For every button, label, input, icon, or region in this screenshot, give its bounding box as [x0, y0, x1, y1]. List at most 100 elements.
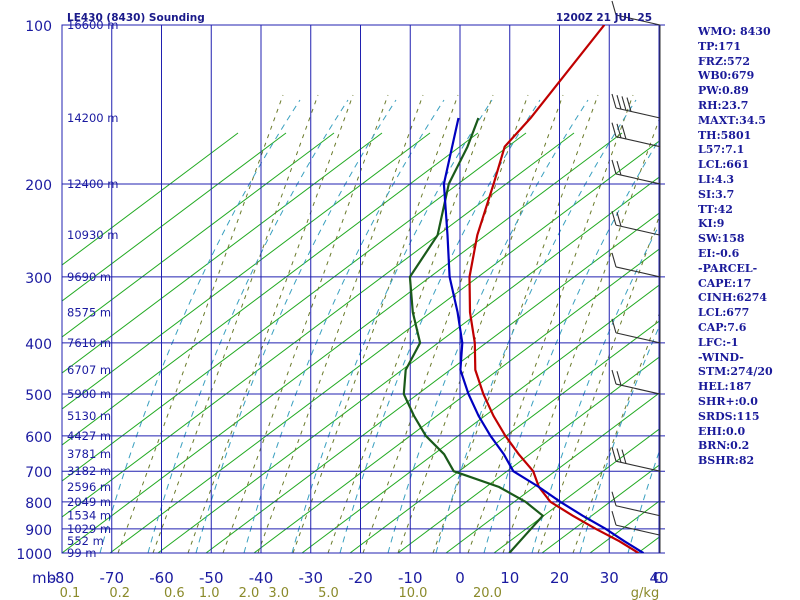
index-item: MAXT:34.5	[698, 113, 766, 127]
mixing-ratio-label: 20.0	[473, 586, 502, 600]
grid-lines	[61, 24, 665, 554]
height-label: 6707 m	[67, 363, 111, 377]
index-item: SW:158	[698, 232, 745, 246]
wind-barb-shaft	[615, 332, 661, 344]
wind-barb-feather	[616, 212, 622, 227]
wind-barb-shaft	[615, 136, 661, 148]
pressure-tick-label: 200	[25, 178, 52, 194]
wind-barb-feather	[616, 160, 622, 176]
moist-adiabat-line	[435, 99, 637, 553]
temperature-tick-label: -80	[50, 569, 75, 587]
wind-barb-shaft	[615, 383, 661, 395]
dry-adiabat-line	[62, 132, 287, 302]
index-item: PW:0.89	[698, 84, 749, 98]
index-item: CAP:7.6	[698, 320, 747, 334]
temperature-tick-label: -40	[249, 569, 274, 587]
wind-barb-feather	[611, 318, 617, 334]
temperature-tick-label: -70	[100, 569, 125, 587]
wind-barb-feather	[626, 97, 632, 112]
temperature-tick-label: -30	[299, 569, 324, 587]
index-item: LFC:-1	[698, 335, 739, 349]
indices-panel: WMO: 8430 TP:171 FRZ:572 WB0:679 PW:0.89 RH:2…	[698, 25, 798, 469]
wind-barb-shaft	[615, 224, 661, 236]
mixing-ratio-label: 0.6	[164, 586, 185, 600]
wind-barb-shaft	[615, 173, 661, 185]
index-item: TT:42	[698, 202, 733, 216]
pressure-tick-label: 500	[25, 388, 52, 404]
wind-barb-feather	[621, 96, 627, 111]
dewpoint-line	[402, 117, 545, 553]
wind-barb-feather	[611, 252, 617, 268]
mixing-ratio-line	[362, 94, 529, 553]
moist-adiabat-line	[243, 99, 445, 553]
mixing-ratio-line	[117, 94, 284, 553]
dry-adiabat-line	[62, 132, 239, 266]
wind-barb-shaft	[615, 107, 661, 119]
height-label: 1029 m	[67, 522, 111, 536]
wind-barb-feather	[611, 369, 617, 385]
index-item: EI:-0.6	[698, 246, 740, 260]
index-item: LI:4.3	[698, 172, 735, 186]
wind-barb-feather	[611, 93, 617, 109]
moist-adiabat-line	[195, 99, 397, 553]
index-item: -PARCEL-	[698, 261, 758, 275]
dry-adiabat-line	[397, 356, 659, 553]
mixing-ratio-label: 0.2	[109, 586, 130, 600]
height-label: 10930 m	[67, 228, 118, 242]
index-item: HEL:187	[698, 380, 752, 394]
index-item: EHI:0.0	[698, 424, 746, 438]
wind-barb-shaft	[615, 460, 661, 472]
mixing-ratio-line	[397, 94, 564, 553]
dry-adiabat-line	[493, 428, 659, 553]
temperature-tick-label: -10	[398, 569, 423, 587]
index-item: -WIND-	[698, 350, 744, 364]
dry-adiabat-line	[62, 132, 335, 338]
index-item: WB0:679	[698, 69, 755, 83]
pressure-tick-label: 600	[25, 430, 52, 446]
wind-barb-shaft	[615, 524, 661, 536]
mixing-ratio-line	[152, 94, 319, 553]
wind-barb-feather	[611, 0, 617, 16]
wind-barb-feather	[616, 371, 622, 386]
wind-barb-feather	[621, 449, 627, 464]
height-label: 16600 m	[67, 18, 118, 32]
moist-adiabat-line	[291, 99, 493, 553]
y-unit-label: mb	[32, 569, 56, 587]
pressure-tick-label: 900	[25, 523, 52, 539]
sounding-time: 1200Z 21 JUL 25	[556, 12, 652, 24]
index-item: RH:23.7	[698, 98, 749, 112]
wind-barb-feather	[616, 95, 622, 110]
wind-barb-feather	[611, 159, 617, 175]
mixing-ratio-label: 2.0	[239, 586, 260, 600]
height-label: 2596 m	[67, 480, 111, 494]
height-label: 14200 m	[67, 111, 118, 125]
temperature-tick-label: 10	[500, 569, 519, 587]
index-item: LCL:677	[698, 306, 750, 320]
index-item: FRZ:572	[698, 54, 751, 68]
index-item: TP:171	[698, 39, 742, 53]
mixing-ratio-label: 10.0	[398, 586, 427, 600]
mixing-ratio-label: 1.0	[199, 586, 220, 600]
x-unit-label: C	[653, 569, 663, 587]
temperature-tick-label: 40	[649, 569, 668, 587]
mixing-ratio-label: 3.0	[268, 586, 289, 600]
temperature-tick-label: 30	[600, 569, 619, 587]
height-label: 99 m	[67, 546, 97, 560]
height-label: 4427 m	[67, 429, 111, 443]
wind-barb-shaft	[615, 14, 661, 26]
index-item: SHR+:0.0	[698, 394, 758, 408]
index-item: L57:7.1	[698, 143, 745, 157]
pressure-tick-label: 1000	[16, 547, 52, 563]
mixing-ratio-label: 0.1	[60, 586, 81, 600]
temperature-tick-label: 20	[550, 569, 569, 587]
moist-adiabat-line	[387, 99, 589, 553]
height-label: 8575 m	[67, 305, 111, 319]
index-item: CAPE:17	[698, 276, 752, 290]
moist-adiabat-line	[579, 325, 659, 553]
height-label: 3781 m	[67, 447, 111, 461]
wind-barb-feather	[611, 510, 617, 526]
dry-adiabat-line	[541, 464, 659, 553]
height-label: 9690 m	[67, 270, 111, 284]
wind-barb-feather	[611, 447, 617, 462]
index-item: STM:274/20	[698, 365, 773, 379]
